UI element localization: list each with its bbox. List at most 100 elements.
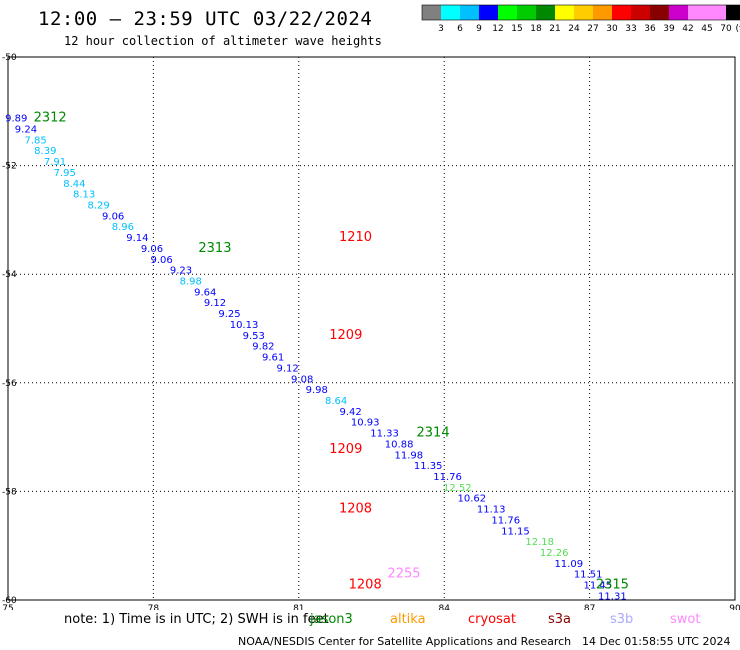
altimeter-map-plot: 75 78 81 84 87 90-50-52-54-56-58-609.899.247.… — [2, 53, 740, 610]
y-tick-label: -50 — [2, 53, 17, 63]
wave-height-value: 11.76 — [433, 472, 462, 483]
wave-height-value: 9.12 — [277, 363, 299, 374]
wave-height-value: 9.53 — [243, 331, 265, 342]
pass-time-label: 1209 — [329, 442, 362, 457]
pass-time-label: 1208 — [339, 502, 372, 517]
wave-height-value: 10.88 — [385, 439, 414, 450]
pass-time-label: 1210 — [339, 230, 372, 245]
wave-height-value: 11.15 — [501, 526, 530, 537]
pass-time-label: 2313 — [198, 241, 231, 256]
wave-height-value: 11.45 — [584, 581, 613, 592]
satellite-legend-s3a: s3a — [548, 612, 572, 627]
wave-height-value: 9.14 — [126, 233, 148, 244]
footer-timestamp: 14 Dec 01:58:55 UTC 2024 — [582, 635, 731, 648]
wave-height-value: 10.62 — [458, 494, 487, 505]
wave-height-value: 12.52 — [443, 483, 472, 494]
wave-height-value: 8.64 — [325, 396, 347, 407]
colorbar-swatch — [460, 5, 479, 20]
wave-height-value: 9.42 — [340, 407, 362, 418]
colorbar-label: 9 — [476, 24, 482, 34]
colorbar-swatch — [650, 5, 669, 20]
y-tick-label: -52 — [2, 162, 17, 172]
wave-height-value: 7.91 — [44, 157, 66, 168]
pass-time-label: 1208 — [349, 578, 382, 593]
colorbar-label: 45 — [701, 24, 712, 34]
wave-height-value: 9.23 — [170, 266, 192, 277]
colorbar-swatch — [517, 5, 536, 20]
satellite-legend-swot: swot — [670, 612, 701, 627]
x-tick-label: 87 — [584, 604, 595, 610]
colorbar-label: 18 — [530, 24, 542, 34]
colorbar-label: 6 — [457, 24, 463, 34]
colorbar-label: 33 — [625, 24, 636, 34]
wave-height-value: 9.61 — [262, 353, 284, 364]
chart-title: 12:00 – 23:59 UTC 03/22/2024 — [38, 8, 373, 30]
wave-height-value: 9.06 — [141, 244, 163, 255]
wave-height-value: 11.51 — [574, 570, 603, 581]
wave-height-value: 11.09 — [554, 559, 583, 570]
satellite-legend-altika: altika — [390, 612, 426, 627]
colorbar-swatch — [726, 5, 740, 20]
wave-height-value: 10.93 — [351, 418, 380, 429]
wave-height-value: 11.98 — [394, 450, 423, 461]
colorbar-swatch — [498, 5, 517, 20]
wave-height-value: 9.25 — [218, 309, 240, 320]
footnote-text: note: 1) Time is in UTC; 2) SWH is in fe… — [64, 612, 329, 627]
colorbar-swatch — [707, 5, 726, 20]
pass-time-label: 2315 — [596, 578, 629, 593]
wave-height-value: 11.33 — [370, 429, 399, 440]
pass-time-label: 2255 — [387, 567, 420, 582]
wave-height-value: 9.98 — [306, 385, 328, 396]
colorbar-label: 15 — [511, 24, 522, 34]
wave-height-value: 8.29 — [87, 200, 109, 211]
wave-height-value: 11.35 — [414, 461, 443, 472]
colorbar-label: 70 — [720, 24, 732, 34]
colorbar-swatch — [574, 5, 593, 20]
wave-height-value: 9.06 — [151, 255, 173, 266]
colorbar-label: 21 — [549, 24, 560, 34]
x-tick-label: 90 — [729, 604, 740, 610]
wave-height-value: 8.13 — [73, 190, 95, 201]
colorbar-label: 24 — [568, 24, 580, 34]
y-tick-label: -60 — [2, 596, 17, 606]
satellite-legend-s3b: s3b — [610, 612, 634, 627]
wave-height-value: 7.85 — [24, 135, 46, 146]
wave-height-value: 10.13 — [230, 320, 259, 331]
wave-height-value: 12.26 — [540, 548, 569, 559]
colorbar-label: 12 — [492, 24, 503, 34]
y-tick-label: -56 — [2, 379, 17, 389]
colorbar-swatch — [555, 5, 574, 20]
wave-height-value: 7.95 — [54, 168, 76, 179]
colorbar-swatch — [688, 5, 707, 20]
wave-height-value: 11.76 — [491, 515, 520, 526]
wave-height-value: 9.82 — [252, 342, 274, 353]
colorbar-label: 42 — [682, 24, 693, 34]
wave-height-value: 8.96 — [112, 222, 134, 233]
wave-height-value: 9.64 — [194, 287, 216, 298]
colorbar-label: 3 — [438, 24, 444, 34]
colorbar-swatch — [536, 5, 555, 20]
colorbar-label: 36 — [644, 24, 656, 34]
colorbar-label: 30 — [606, 24, 618, 34]
colorbar-swatch — [612, 5, 631, 20]
plot-frame — [7, 56, 736, 601]
colorbar-swatch — [422, 5, 441, 20]
wave-height-value: 8.44 — [63, 179, 85, 190]
wave-height-value: 8.98 — [180, 277, 202, 288]
wave-height-value: 11.31 — [598, 591, 627, 602]
x-tick-label: 81 — [293, 604, 304, 610]
footer-credit: NOAA/NESDIS Center for Satellite Applica… — [238, 635, 572, 648]
wave-height-value: 9.06 — [102, 211, 124, 222]
colorbar-swatch — [631, 5, 650, 20]
wave-height-value: 11.13 — [477, 505, 506, 516]
colorbar-swatch — [593, 5, 612, 20]
pass-time-label: 1209 — [329, 328, 362, 343]
wave-height-value: 9.24 — [15, 124, 37, 135]
colorbar-label: 27 — [587, 24, 598, 34]
satellite-legend-cryosat: cryosat — [468, 612, 516, 627]
chart-subtitle: 12 hour collection of altimeter wave hei… — [64, 34, 382, 48]
y-tick-label: -54 — [2, 270, 17, 280]
x-tick-label: 84 — [438, 604, 450, 610]
x-tick-label: 78 — [148, 604, 160, 610]
